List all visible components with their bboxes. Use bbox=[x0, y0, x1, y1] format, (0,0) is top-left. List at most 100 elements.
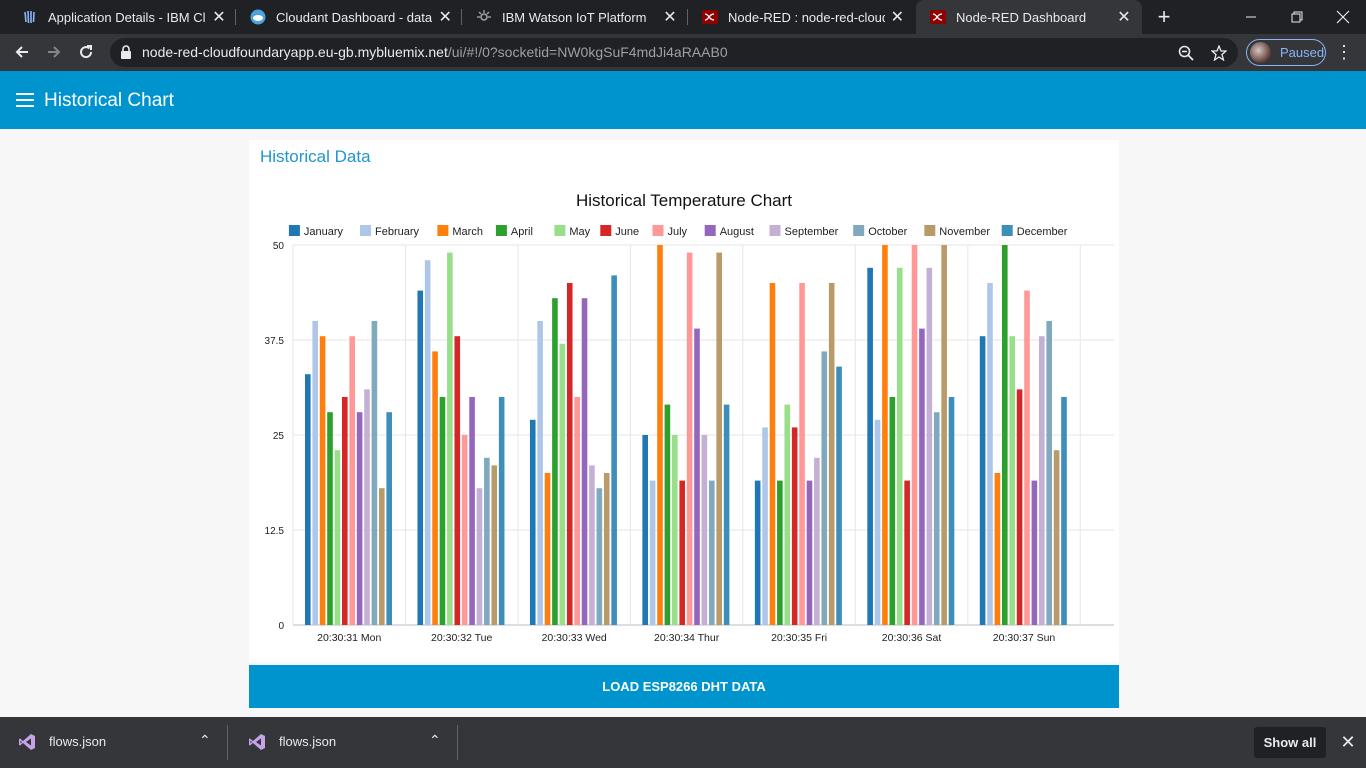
x-tick-label: 20:30:36 Sat bbox=[882, 632, 942, 644]
watson-iot-icon bbox=[476, 9, 492, 25]
bar bbox=[979, 336, 986, 625]
close-icon[interactable]: ✕ bbox=[890, 9, 904, 26]
close-icon[interactable]: ✕ bbox=[1340, 731, 1356, 752]
legend-swatch bbox=[288, 225, 300, 236]
bar bbox=[1009, 336, 1015, 625]
star-icon[interactable] bbox=[1209, 43, 1229, 63]
bar bbox=[305, 374, 311, 625]
close-icon[interactable]: ✕ bbox=[663, 9, 677, 26]
zoom-icon[interactable] bbox=[1176, 43, 1196, 63]
bar bbox=[716, 252, 722, 625]
close-icon[interactable]: ✕ bbox=[1117, 9, 1131, 26]
bar bbox=[777, 480, 783, 625]
tab-title: Application Details - IBM Cloud bbox=[48, 9, 206, 25]
tab-cloudant-dashboard[interactable]: Cloudant Dashboard - database ✕ bbox=[236, 0, 462, 34]
bar bbox=[552, 298, 558, 625]
y-tick-label: 50 bbox=[273, 241, 285, 252]
bar bbox=[1024, 290, 1030, 625]
divider bbox=[227, 725, 228, 760]
legend-label: November bbox=[939, 226, 990, 238]
bar bbox=[1046, 321, 1052, 625]
tab-watson-iot[interactable]: IBM Watson IoT Platform ✕ bbox=[462, 0, 688, 34]
url-path: /ui/#!/0?socketid=NW0kgSuF4mdJi4aRAAB0 bbox=[447, 44, 728, 60]
bar bbox=[447, 252, 453, 625]
bar bbox=[882, 245, 888, 625]
bar bbox=[679, 480, 685, 625]
legend-swatch bbox=[924, 225, 936, 236]
tab-node-red-dashboard[interactable]: Node-RED Dashboard ✕ bbox=[916, 0, 1142, 34]
bar bbox=[791, 427, 798, 625]
bar bbox=[349, 336, 355, 625]
lock-icon bbox=[121, 45, 131, 59]
show-all-downloads-button[interactable]: Show all bbox=[1254, 727, 1326, 758]
hamburger-menu-icon[interactable] bbox=[16, 93, 34, 107]
bar bbox=[491, 465, 498, 625]
bar bbox=[424, 260, 431, 625]
bar bbox=[1053, 450, 1060, 625]
url-host: node-red-cloudfoundaryapp.eu-gb.mybluemi… bbox=[142, 44, 448, 60]
tab-strip: Application Details - IBM Cloud ✕ Clouda… bbox=[0, 0, 1366, 34]
x-tick-label: 20:30:34 Thur bbox=[654, 632, 720, 644]
more-menu-icon[interactable]: ⋮ bbox=[1335, 41, 1353, 62]
bar bbox=[889, 397, 896, 625]
bar bbox=[828, 283, 835, 625]
bar bbox=[342, 397, 348, 625]
new-tab-button[interactable]: + bbox=[1157, 4, 1171, 29]
tab-application-details[interactable]: Application Details - IBM Cloud ✕ bbox=[8, 0, 236, 34]
minimize-button[interactable] bbox=[1228, 0, 1274, 34]
legend-label: January bbox=[304, 226, 344, 238]
back-button[interactable] bbox=[8, 38, 36, 66]
restore-button[interactable] bbox=[1274, 0, 1320, 34]
bar bbox=[1001, 245, 1008, 625]
bar bbox=[911, 245, 918, 625]
bar bbox=[461, 435, 468, 625]
y-tick-label: 25 bbox=[273, 431, 285, 442]
bar bbox=[1038, 336, 1045, 625]
bar bbox=[664, 404, 671, 625]
tab-title: IBM Watson IoT Platform bbox=[502, 9, 647, 25]
bar bbox=[312, 321, 318, 625]
y-tick-label: 0 bbox=[278, 621, 284, 632]
bar bbox=[1031, 480, 1038, 625]
bar bbox=[498, 397, 505, 625]
bar bbox=[544, 473, 551, 625]
download-item[interactable]: flows.json ⌃ bbox=[0, 717, 228, 768]
legend-swatch bbox=[1001, 225, 1013, 236]
legend-label: August bbox=[720, 226, 754, 238]
legend-label: September bbox=[785, 226, 839, 238]
download-item[interactable]: flows.json ⌃ bbox=[230, 717, 458, 768]
bar bbox=[589, 465, 595, 625]
cloudant-icon bbox=[250, 9, 266, 25]
legend-swatch bbox=[437, 225, 449, 236]
bar bbox=[537, 321, 543, 625]
tab-title: Node-RED Dashboard bbox=[956, 9, 1087, 25]
close-icon[interactable]: ✕ bbox=[212, 9, 226, 26]
bar bbox=[926, 267, 933, 625]
bar bbox=[762, 427, 768, 625]
load-data-button[interactable]: LOAD ESP8266 DHT DATA bbox=[249, 665, 1119, 708]
tab-node-red-editor[interactable]: Node-RED : node-red-cloudfoundaryapp ✕ bbox=[688, 0, 914, 34]
chevron-up-icon[interactable]: ⌃ bbox=[199, 732, 211, 748]
chevron-up-icon[interactable]: ⌃ bbox=[429, 732, 441, 748]
bar bbox=[649, 480, 656, 625]
address-bar[interactable]: node-red-cloudfoundaryapp.eu-gb.mybluemi… bbox=[110, 38, 1238, 67]
bar bbox=[596, 488, 603, 625]
bar bbox=[686, 252, 693, 625]
reload-button[interactable] bbox=[72, 38, 100, 66]
bar bbox=[784, 404, 791, 625]
close-icon[interactable]: ✕ bbox=[438, 9, 452, 26]
profile-button[interactable]: Paused bbox=[1246, 39, 1326, 66]
bar bbox=[723, 404, 730, 625]
bar bbox=[941, 245, 947, 625]
node-red-icon bbox=[930, 9, 946, 25]
bar bbox=[987, 283, 993, 625]
avatar bbox=[1250, 42, 1271, 63]
divider bbox=[457, 725, 458, 760]
bar bbox=[476, 488, 483, 625]
forward-button[interactable] bbox=[40, 38, 68, 66]
bar bbox=[386, 412, 392, 625]
window-close-button[interactable] bbox=[1320, 0, 1366, 34]
bar bbox=[566, 283, 573, 625]
tab-separator bbox=[461, 9, 462, 25]
bar bbox=[611, 275, 617, 625]
